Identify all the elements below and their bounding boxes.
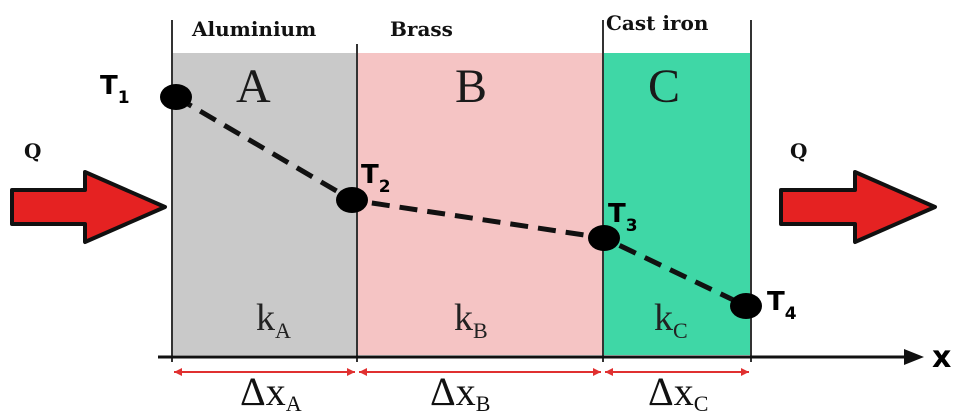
conductivity-label-b: kB — [454, 297, 488, 343]
temp-label-t2: T2 — [361, 160, 391, 197]
heat-in-arrow — [10, 170, 167, 244]
layer-letter-b: B — [455, 60, 487, 113]
layer-c-cast-iron — [603, 53, 751, 355]
node-t4 — [730, 293, 762, 319]
thickness-label-a: ΔxA — [240, 369, 302, 412]
material-label-brass: Brass — [390, 17, 453, 41]
material-label-cast-iron: Cast iron — [606, 11, 709, 35]
dimension-c — [605, 368, 749, 376]
node-t1 — [160, 84, 192, 110]
layer-a-aluminium — [172, 53, 357, 355]
temp-label-t1: T1 — [100, 71, 130, 108]
thickness-label-b: ΔxB — [430, 369, 490, 412]
heat-out-arrow — [779, 170, 937, 244]
layer-b-brass — [357, 53, 603, 355]
thickness-label-c: ΔxC — [648, 369, 708, 412]
conductivity-label-a: kA — [256, 297, 291, 343]
material-label-aluminium: Aluminium — [191, 17, 316, 41]
heat-out-label: Q — [790, 139, 807, 163]
temperature-profile-line — [174, 94, 748, 309]
node-t2 — [336, 187, 368, 213]
node-t3 — [588, 225, 620, 251]
conductivity-label-c: kC — [654, 297, 688, 343]
temp-label-t3: T3 — [608, 199, 638, 236]
x-axis-label: x — [932, 340, 951, 375]
dimension-a — [174, 368, 355, 376]
temp-label-t4: T4 — [767, 287, 797, 324]
dimension-b — [359, 368, 601, 376]
layer-letter-a: A — [236, 60, 271, 113]
layer-letter-c: C — [648, 60, 680, 113]
x-axis-arrowhead — [904, 349, 924, 365]
heat-in-label: Q — [24, 139, 41, 163]
